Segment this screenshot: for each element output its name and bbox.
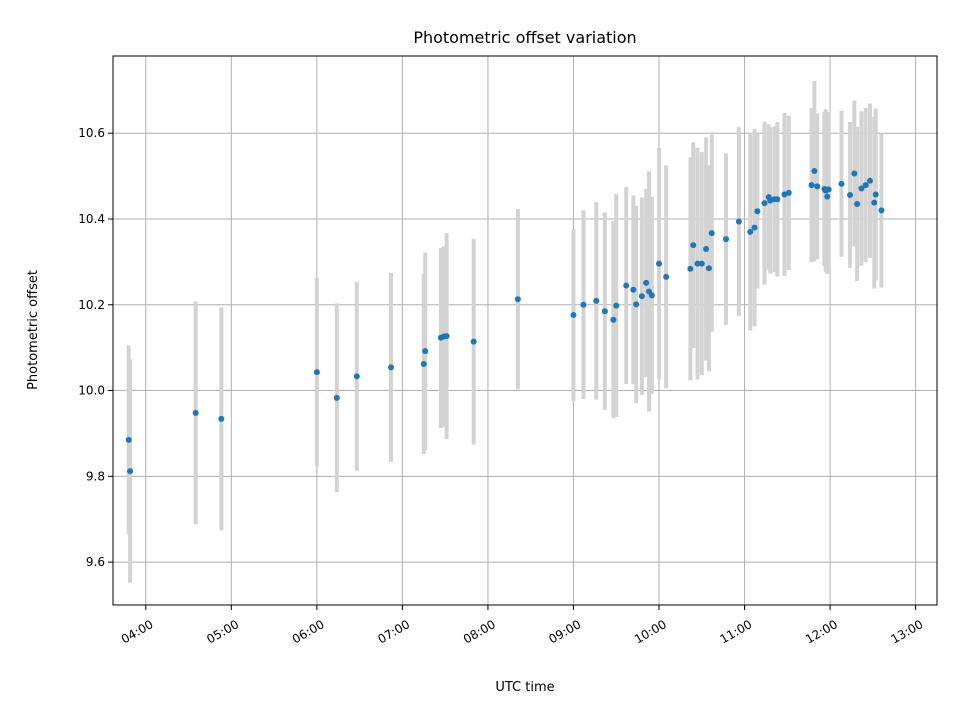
data-point (703, 246, 710, 253)
data-point (192, 409, 199, 416)
data-point (663, 273, 670, 280)
data-point (633, 301, 640, 308)
y-tick-label: 10.6 (78, 126, 105, 140)
data-point (871, 199, 878, 206)
data-point (751, 224, 758, 231)
data-point (705, 265, 712, 272)
data-point (580, 301, 587, 308)
data-point (723, 236, 730, 243)
data-point (872, 191, 879, 198)
data-point (847, 191, 854, 198)
data-point (761, 200, 768, 207)
data-point (514, 296, 521, 303)
y-axis-label: Photometric offset (26, 270, 41, 390)
data-point (854, 200, 861, 207)
data-point (774, 196, 781, 203)
data-point (698, 260, 705, 267)
data-point (353, 373, 360, 380)
x-tick-label: 07:00 (375, 617, 412, 646)
x-tick-label: 04:00 (119, 617, 156, 646)
y-tick-label: 10.0 (78, 384, 105, 398)
data-point (838, 180, 845, 187)
data-point (422, 348, 429, 355)
x-tick-label: 09:00 (546, 617, 583, 646)
data-point (862, 182, 869, 189)
data-point (643, 279, 650, 286)
data-point (811, 167, 818, 174)
data-point (687, 265, 694, 272)
data-point (648, 292, 655, 299)
x-tick-label: 10:00 (632, 617, 669, 646)
data-point (570, 312, 577, 319)
data-point (814, 183, 821, 190)
x-axis-label: UTC time (495, 680, 554, 695)
data-point (443, 333, 450, 340)
data-point (808, 182, 815, 189)
data-point (866, 177, 873, 184)
data-point (825, 186, 832, 193)
chart-title: Photometric offset variation (413, 28, 636, 47)
x-tick-label: 11:00 (717, 617, 754, 646)
data-point (858, 185, 865, 192)
y-tick-label: 9.6 (86, 555, 105, 569)
x-tick-label: 12:00 (803, 617, 840, 646)
data-point (878, 207, 885, 214)
data-point (470, 338, 477, 345)
plot-frame (112, 55, 938, 606)
y-axis-ticks: 9.6 9.8 10.0 10.2 10.4 10.6 (78, 126, 113, 569)
data-point (601, 308, 608, 315)
y-tick-label: 9.8 (86, 469, 105, 483)
data-point (747, 228, 754, 235)
data-point (218, 415, 225, 422)
data-point (127, 468, 134, 475)
x-tick-label: 06:00 (290, 617, 327, 646)
data-point (824, 193, 831, 200)
y-tick-label: 10.4 (78, 212, 105, 226)
error-bars (126, 80, 884, 583)
data-point (690, 242, 697, 249)
data-point (785, 189, 792, 196)
x-tick-label: 13:00 (889, 617, 926, 646)
x-tick-label: 08:00 (461, 617, 498, 646)
data-point (851, 170, 858, 177)
data-point (735, 218, 742, 225)
data-point (623, 282, 630, 289)
y-tick-label: 10.2 (78, 298, 105, 312)
data-point (613, 302, 620, 309)
data-point (694, 260, 701, 267)
x-axis-ticks: 04:00 05:00 06:00 07:00 08:00 09:00 10:00 11:00… (119, 605, 926, 647)
data-point (593, 297, 600, 304)
data-point (610, 316, 617, 323)
data-point (387, 364, 394, 371)
x-tick-label: 05:00 (204, 617, 241, 646)
data-point (313, 369, 320, 376)
data-point (420, 360, 427, 367)
data-points (125, 167, 885, 475)
data-point (333, 394, 340, 401)
data-point (630, 286, 637, 293)
data-point (754, 208, 761, 215)
data-point (125, 436, 132, 443)
data-point (638, 293, 645, 300)
data-point (708, 230, 715, 237)
data-point (656, 260, 663, 267)
